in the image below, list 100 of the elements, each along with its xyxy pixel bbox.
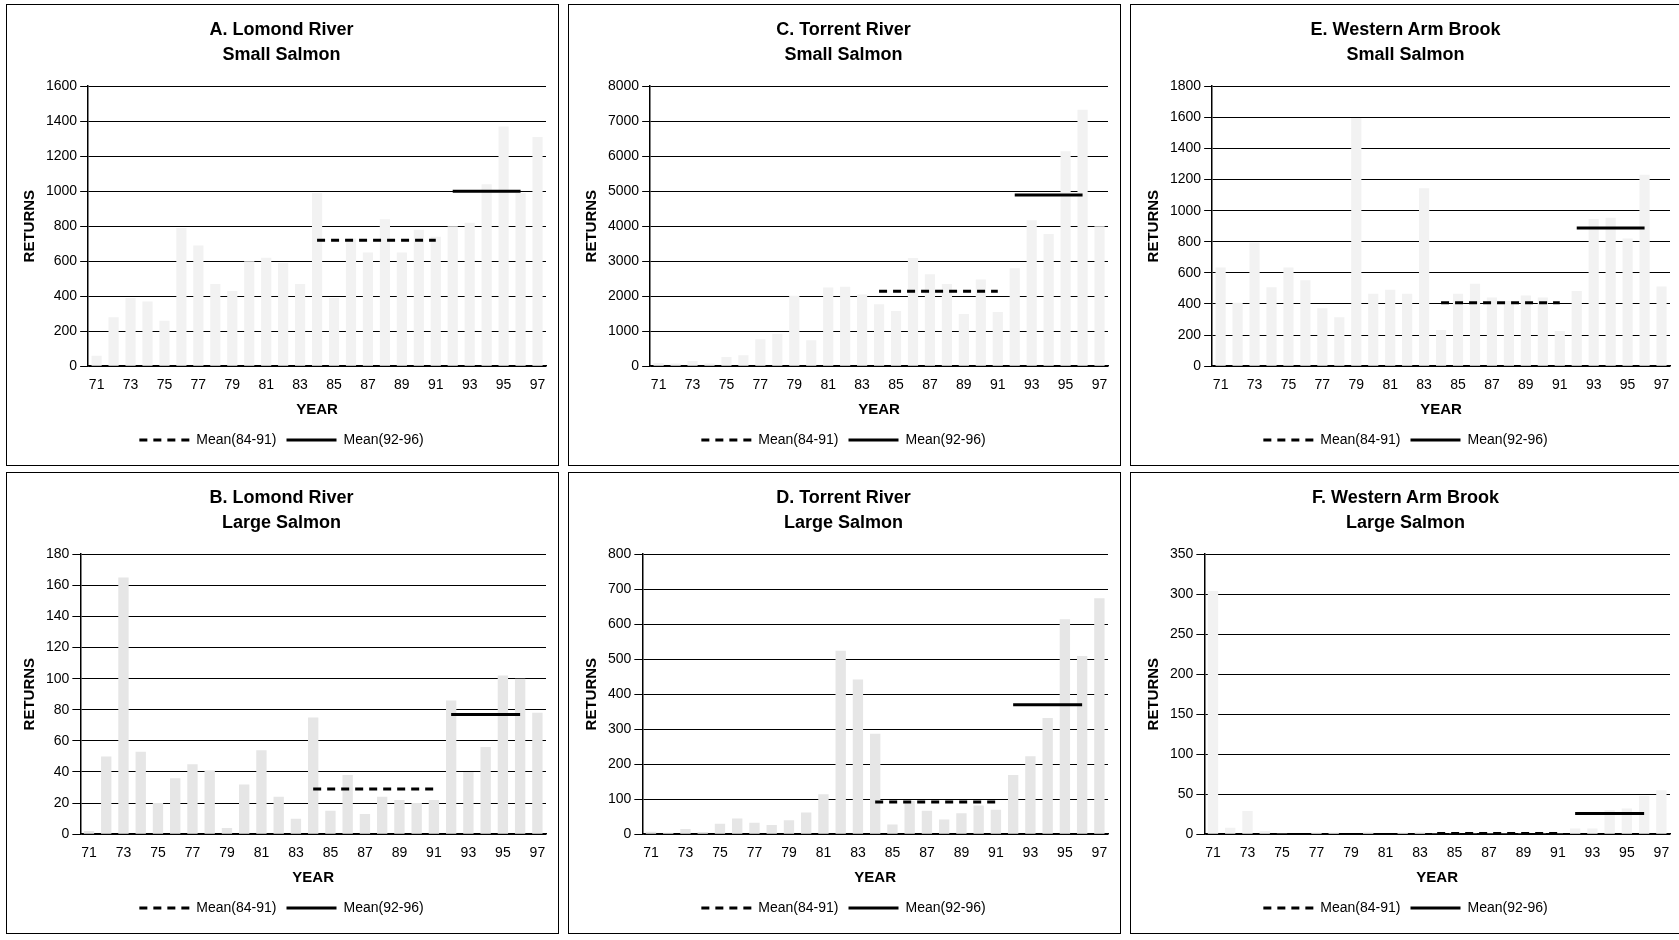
y-tick-label: 100 (608, 790, 632, 807)
y-tick-label: 4000 (607, 217, 640, 234)
x-tick-label: 87 (919, 844, 935, 861)
x-tick-label: 97 (1091, 844, 1108, 861)
y-tick-label: 1600 (1169, 108, 1202, 125)
y-tick-label: 8000 (607, 77, 640, 94)
x-tick-label: 81 (815, 844, 832, 861)
x-tick-label: 87 (1481, 844, 1497, 861)
x-tick-label: 75 (156, 376, 173, 393)
x-tick-label: 87 (357, 844, 373, 861)
x-tick-label: 83 (854, 376, 871, 393)
x-tick-label: 79 (1343, 844, 1359, 861)
x-tick-label: 95 (1619, 844, 1635, 861)
chart-title: E. Western Arm Brook (1310, 18, 1502, 39)
x-tick-label: 97 (1091, 376, 1108, 393)
y-tick-label: 1600 (45, 77, 78, 94)
x-tick-label: 73 (684, 376, 701, 393)
y-tick-label: 20 (53, 793, 70, 810)
y-tick-label: 1200 (45, 147, 78, 164)
y-tick-label: 2000 (607, 287, 640, 304)
legend-label: Mean(84-91) (758, 430, 839, 447)
chart-title: C. Torrent River (776, 18, 911, 39)
x-tick-label: 93 (460, 844, 477, 861)
x-tick-label: 79 (781, 844, 797, 861)
y-tick-label: 0 (623, 825, 632, 842)
legend-label: Mean(84-91) (1320, 898, 1401, 915)
x-tick-label: 85 (326, 376, 343, 393)
x-tick-label: 73 (1246, 376, 1263, 393)
y-axis-title: RETURNS (582, 189, 600, 263)
x-tick-label: 87 (360, 376, 376, 393)
x-tick-label: 93 (1022, 844, 1039, 861)
chart-subtitle: Small Salmon (222, 44, 341, 65)
x-tick-label: 85 (888, 376, 905, 393)
y-tick-label: 700 (608, 580, 632, 597)
x-tick-label: 77 (752, 376, 769, 393)
x-tick-label: 91 (1550, 844, 1566, 861)
x-tick-label: 85 (1446, 844, 1463, 861)
x-tick-label: 71 (643, 844, 659, 861)
chart-subtitle: Large Salmon (783, 512, 904, 533)
x-tick-label: 71 (1212, 376, 1229, 393)
x-tick-label: 79 (219, 844, 235, 861)
x-tick-label: 75 (712, 844, 728, 861)
x-tick-label: 73 (677, 844, 694, 861)
x-tick-label: 77 (1314, 376, 1331, 393)
y-axis-title: RETURNS (20, 657, 38, 731)
x-tick-label: 75 (1280, 376, 1297, 393)
x-tick-label: 75 (1274, 844, 1290, 861)
y-tick-label: 400 (53, 287, 78, 304)
x-tick-label: 83 (288, 844, 304, 861)
x-tick-label: 71 (650, 376, 667, 393)
y-tick-label: 200 (53, 322, 78, 339)
y-tick-label: 200 (608, 755, 632, 772)
x-tick-label: 83 (292, 376, 309, 393)
x-axis-title: YEAR (858, 400, 901, 418)
chart-subtitle: Large Salmon (221, 512, 342, 533)
y-axis-title: RETURNS (20, 189, 38, 263)
chart-subtitle: Small Salmon (784, 44, 903, 65)
y-tick-label: 250 (1170, 625, 1194, 642)
x-axis-title: YEAR (1416, 868, 1459, 886)
y-tick-label: 6000 (607, 147, 640, 164)
x-tick-label: 85 (1450, 376, 1467, 393)
y-tick-label: 500 (608, 650, 632, 667)
x-tick-label: 73 (122, 376, 139, 393)
chart-subtitle: Large Salmon (1345, 512, 1466, 533)
y-tick-label: 300 (1170, 585, 1194, 602)
y-tick-label: 0 (1193, 357, 1202, 374)
x-tick-label: 81 (1377, 844, 1394, 861)
x-tick-label: 83 (1412, 844, 1428, 861)
x-tick-label: 73 (115, 844, 132, 861)
y-tick-label: 1000 (607, 322, 640, 339)
x-tick-label: 95 (1057, 844, 1073, 861)
y-tick-label: 140 (46, 607, 70, 624)
x-tick-label: 95 (495, 844, 511, 861)
y-tick-label: 1400 (45, 112, 78, 129)
x-tick-label: 81 (1382, 376, 1399, 393)
y-tick-label: 600 (1177, 263, 1202, 280)
y-tick-label: 300 (608, 720, 632, 737)
x-tick-label: 87 (1484, 376, 1500, 393)
x-tick-label: 77 (1308, 844, 1325, 861)
x-tick-label: 77 (190, 376, 207, 393)
x-tick-label: 83 (1416, 376, 1433, 393)
x-tick-label: 91 (426, 844, 442, 861)
y-tick-label: 350 (1170, 545, 1194, 562)
y-tick-label: 800 (1177, 232, 1202, 249)
x-tick-label: 95 (495, 376, 512, 393)
x-tick-label: 83 (850, 844, 866, 861)
x-tick-label: 77 (746, 844, 763, 861)
y-tick-label: 400 (1177, 294, 1202, 311)
x-tick-label: 75 (150, 844, 166, 861)
x-tick-label: 97 (529, 376, 546, 393)
legend-label: Mean(92-96) (1467, 430, 1548, 447)
x-axis-title: YEAR (296, 400, 339, 418)
y-tick-label: 150 (1170, 705, 1194, 722)
y-tick-label: 80 (53, 700, 70, 717)
y-tick-label: 100 (1170, 745, 1194, 762)
legend-label: Mean(92-96) (343, 430, 424, 447)
x-tick-label: 89 (953, 844, 970, 861)
chart-title: D. Torrent River (776, 486, 911, 507)
x-tick-label: 73 (1239, 844, 1256, 861)
x-tick-label: 89 (391, 844, 408, 861)
